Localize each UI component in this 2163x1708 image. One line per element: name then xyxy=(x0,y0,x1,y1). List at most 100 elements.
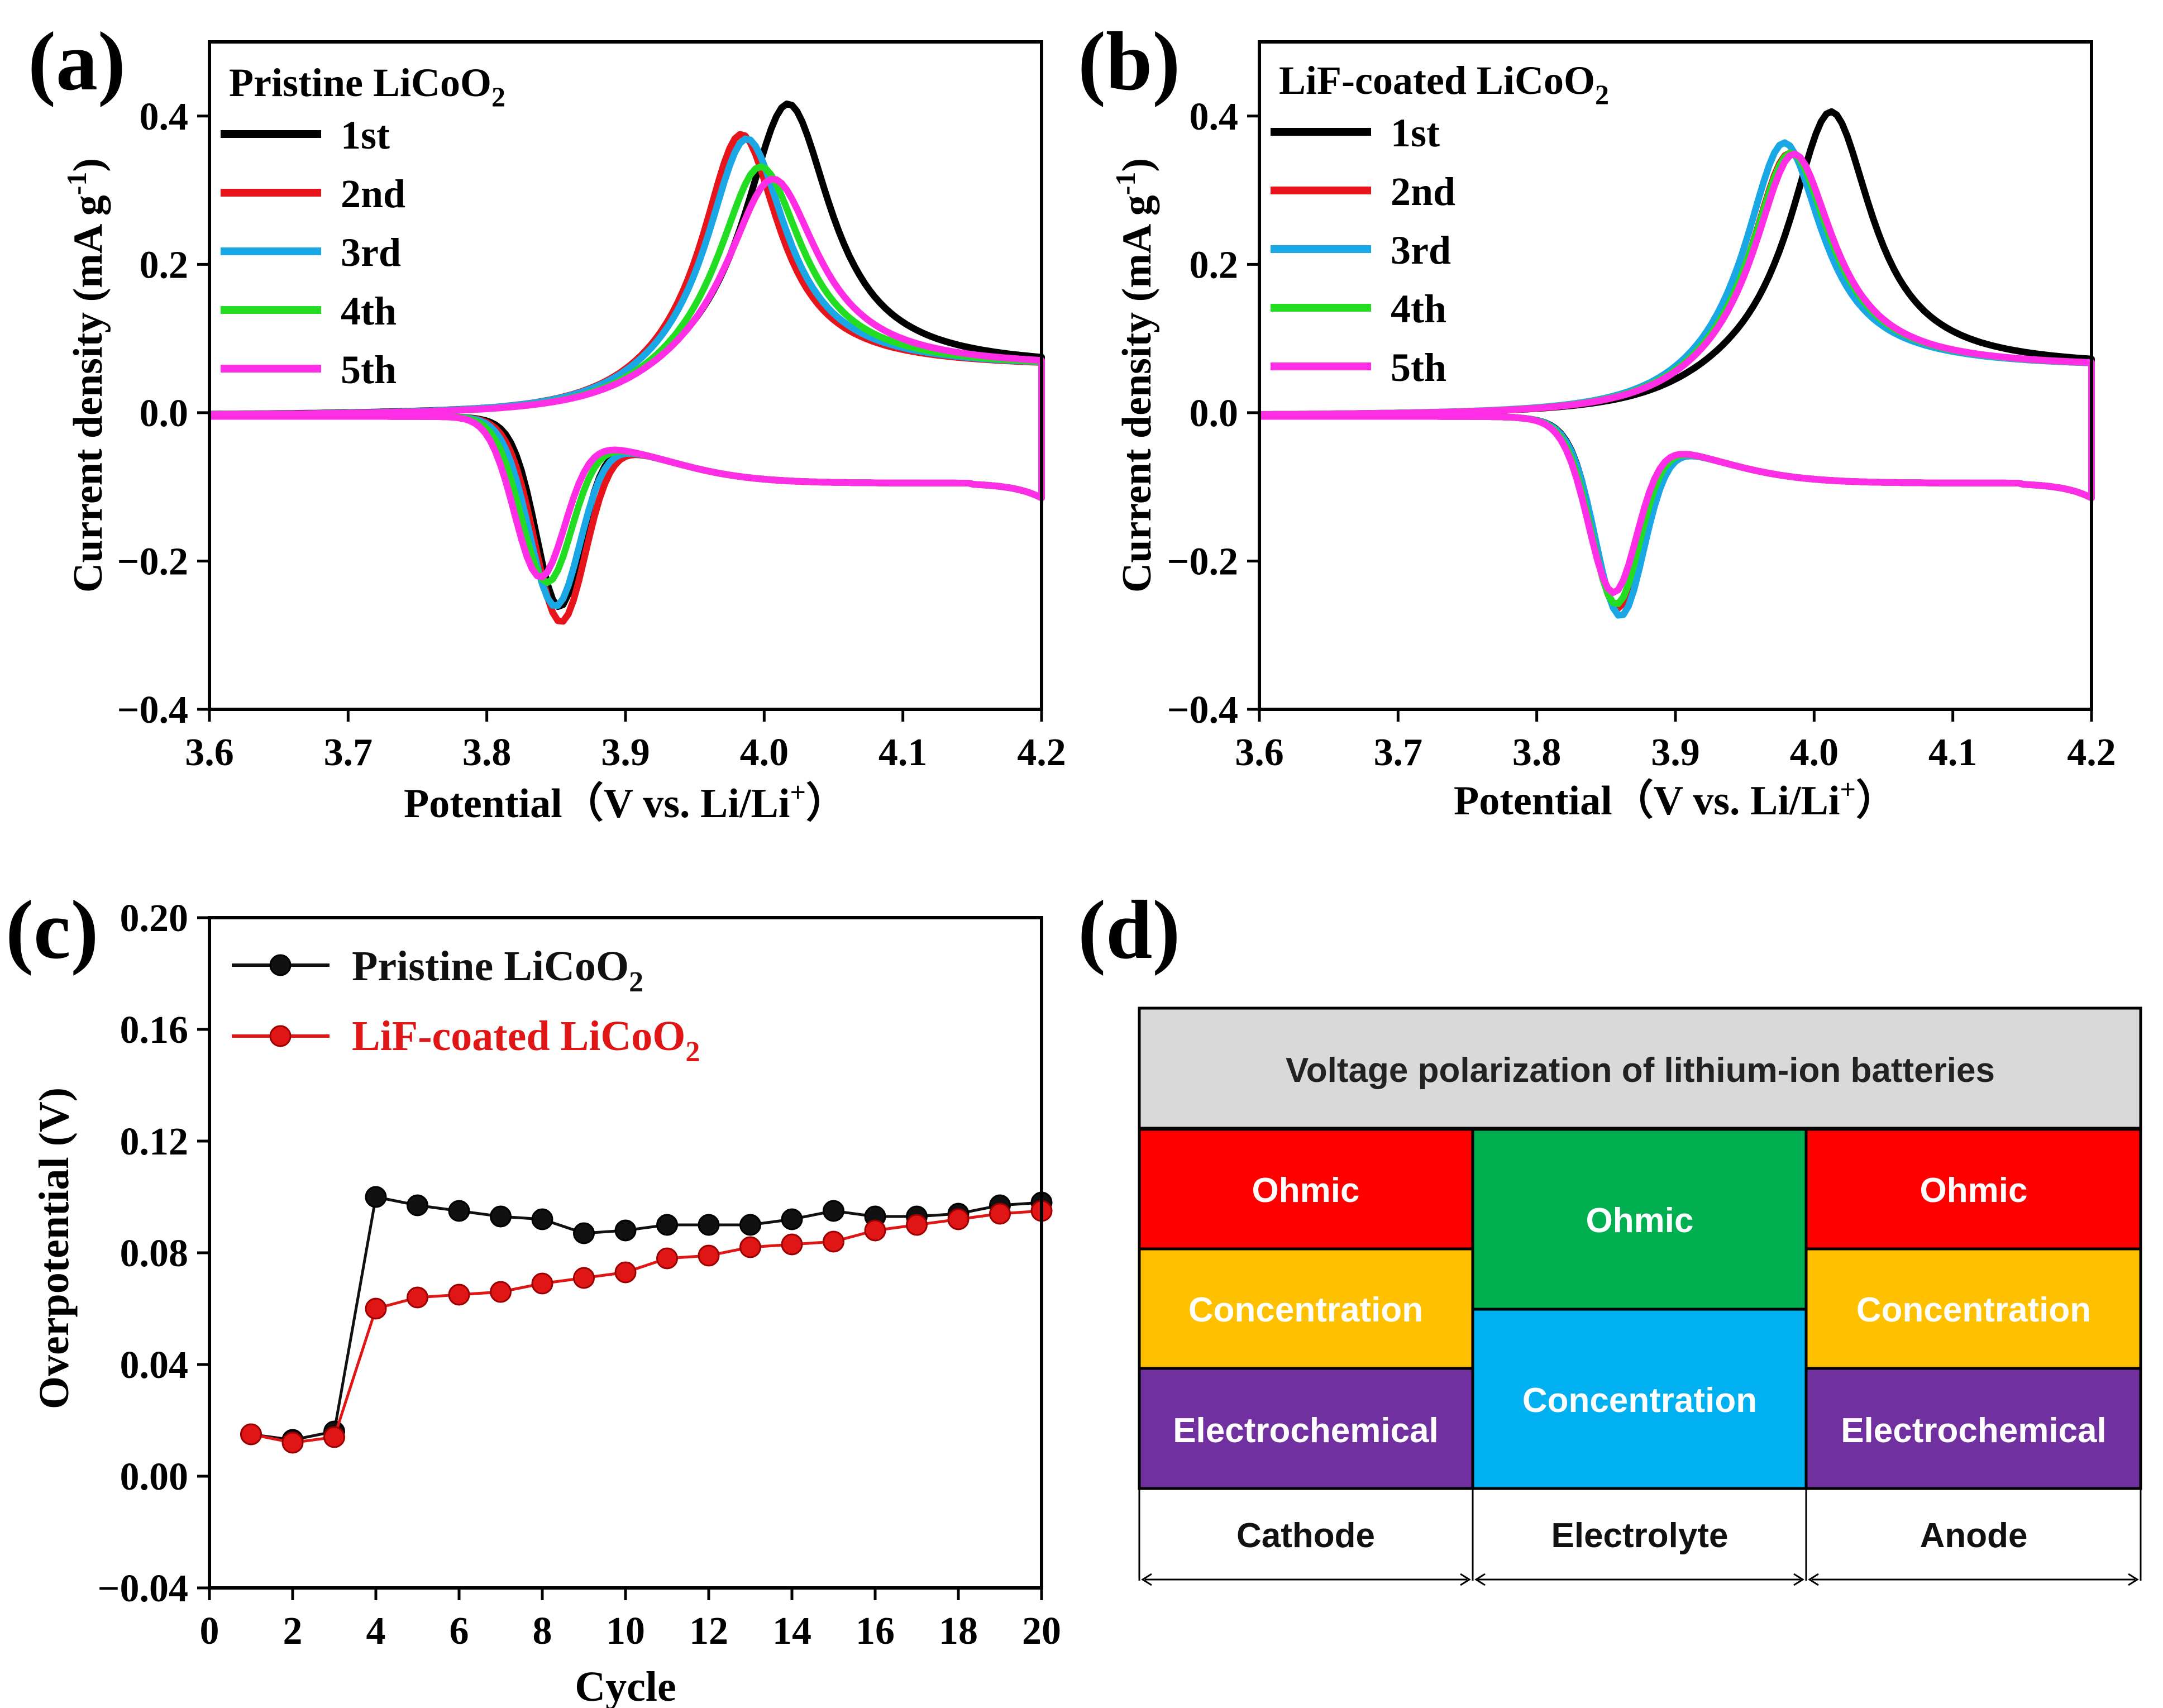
legend-label-lif: LiF-coated LiCoO2 xyxy=(352,1013,700,1068)
legend-c: Pristine LiCoO2 LiF-coated LiCoO2 xyxy=(232,943,700,1068)
column-label-electrolyte: Electrolyte xyxy=(1551,1516,1728,1555)
data-point-0-4 xyxy=(365,1186,387,1208)
legend-label-a-5th: 5th xyxy=(341,347,397,392)
data-point-1-19 xyxy=(989,1203,1011,1225)
data-point-1-13 xyxy=(739,1236,761,1258)
arrow-heads-electrolyte xyxy=(1474,1573,1804,1586)
axis-c-xtick-label: 18 xyxy=(939,1610,978,1653)
axis-c-xtick-label: 4 xyxy=(366,1610,386,1653)
data-point-0-10 xyxy=(614,1219,637,1242)
axis-c-ytick-label: 0.00 xyxy=(120,1456,189,1499)
axis-ticks-b: 3.6 3.7 3.8 3.9 4.0 4.1 4.2 −0.4 −0.2 0.0 0.2 0.4 xyxy=(1167,96,2116,774)
axis-b-xtick-label: 4.2 xyxy=(2067,731,2116,774)
y-axis-label-b: Current density (mA g-1) xyxy=(1110,158,1160,593)
electrolyte-concentration-block xyxy=(1471,1308,1808,1490)
data-point-1-12 xyxy=(698,1244,720,1267)
anode-ohmic-block xyxy=(1804,1128,2142,1251)
x-axis-label-c: Cycle xyxy=(575,1663,676,1708)
x-axis-label-b: Potential（V vs. Li/Li+） xyxy=(1454,774,1897,824)
anode-electrochemical-block xyxy=(1804,1367,2142,1490)
data-point-1-14 xyxy=(781,1233,803,1256)
overpotential-series xyxy=(240,1186,1053,1454)
anode-concentration-block xyxy=(1804,1247,2142,1370)
legend-b: 1st 2nd 3rd 4th 5th xyxy=(1271,111,1455,390)
axis-c-xtick-label: 20 xyxy=(1022,1610,1061,1653)
axis-c-ytick-label: 0.20 xyxy=(120,897,189,940)
data-point-0-6 xyxy=(448,1200,470,1222)
panel-c-label: (c) xyxy=(6,884,98,976)
axis-b-ytick-label: −0.2 xyxy=(1167,540,1238,583)
arrow-heads-cathode xyxy=(1141,1573,1471,1586)
legend-marker-pristine xyxy=(269,954,292,976)
electrolyte-ohmic-block xyxy=(1471,1128,1808,1311)
dimension-arrows xyxy=(1141,1573,2139,1586)
legend-a: 1st 2nd 3rd 4th 5th xyxy=(221,113,405,392)
axis-c-ytick-label: −0.04 xyxy=(98,1567,188,1610)
axis-a-xtick-label: 4.2 xyxy=(1017,731,1066,774)
y-axis-label-a: Current density (mA g-1) xyxy=(61,158,111,593)
column-label-anode: Anode xyxy=(1920,1516,2028,1555)
axis-a-ytick-label: 0.4 xyxy=(140,96,189,139)
axis-b-xtick-label: 3.8 xyxy=(1512,731,1562,774)
axis-ticks-c: 0 2 4 6 8 10 12 14 16 18 20 −0.04 0.00 0.04 0.08 0.12 0.… xyxy=(98,897,1061,1653)
axis-a-xtick-label: 4.0 xyxy=(740,731,789,774)
axis-b-xtick-label: 4.0 xyxy=(1790,731,1839,774)
data-point-1-16 xyxy=(864,1219,886,1242)
panel-a: (a) 3.6 3.7 3.8 3.9 4.0 4.1 4.2 −0.4 −0.2 0.0 0.2 0… xyxy=(28,15,1066,827)
polarization-title: Voltage polarization of lithium-ion batt… xyxy=(1286,1051,1995,1090)
data-point-1-8 xyxy=(531,1272,553,1295)
panel-b-label: (b) xyxy=(1078,15,1180,108)
axis-b-ytick-label: −0.4 xyxy=(1167,689,1238,732)
cathode-electrochemical-label: Electrochemical xyxy=(1173,1411,1439,1450)
axis-a-xtick-label: 4.1 xyxy=(878,731,928,774)
legend-label-b-5th: 5th xyxy=(1391,345,1446,390)
axis-c-xtick-label: 16 xyxy=(856,1610,895,1653)
anode-ohmic-label: Ohmic xyxy=(1920,1171,2028,1210)
axis-c-ytick-label: 0.04 xyxy=(120,1344,189,1387)
axis-c-xtick-label: 10 xyxy=(606,1610,645,1653)
axis-b-xtick-label: 3.6 xyxy=(1235,731,1284,774)
data-point-0-14 xyxy=(781,1208,803,1230)
data-point-0-15 xyxy=(823,1200,844,1222)
axis-ticks-a: 3.6 3.7 3.8 3.9 4.0 4.1 4.2 −0.4 −0.2 0.0 0.2 0.4 xyxy=(117,96,1066,774)
axis-b-ytick-label: 0.4 xyxy=(1190,96,1239,139)
data-point-1-10 xyxy=(614,1261,637,1284)
data-point-0-5 xyxy=(407,1194,428,1216)
data-point-0-13 xyxy=(739,1214,761,1236)
polarization-title-box xyxy=(1138,1006,2142,1130)
axis-c-ytick-label: 0.08 xyxy=(120,1232,189,1275)
data-point-1-17 xyxy=(906,1214,928,1236)
cathode-ohmic-label: Ohmic xyxy=(1252,1171,1360,1210)
axis-a-ytick-label: −0.4 xyxy=(117,689,188,732)
axis-c-xtick-label: 8 xyxy=(533,1610,552,1653)
data-point-0-7 xyxy=(490,1205,512,1228)
data-point-1-5 xyxy=(407,1286,428,1309)
legend-label-b-3rd: 3rd xyxy=(1391,228,1451,273)
panel-b: (b) 3.6 3.7 3.8 3.9 4.0 4.1 4.2 −0.4 −0.2 0.0 0.2 0… xyxy=(1078,15,2116,824)
cathode-concentration-label: Concentration xyxy=(1188,1291,1423,1329)
anode-concentration-label: Concentration xyxy=(1856,1291,2091,1329)
axis-b-xtick-label: 3.9 xyxy=(1651,731,1700,774)
legend-label-pristine: Pristine LiCoO2 xyxy=(352,943,643,998)
axis-a-xtick-label: 3.9 xyxy=(601,731,650,774)
axis-a-ytick-label: 0.0 xyxy=(140,392,189,435)
axis-c-xtick-label: 0 xyxy=(200,1610,219,1653)
data-point-0-12 xyxy=(698,1214,720,1236)
data-point-1-4 xyxy=(365,1297,387,1320)
data-point-1-18 xyxy=(947,1208,970,1230)
axis-a-xtick-label: 3.6 xyxy=(185,731,234,774)
panel-c: (c) 0 2 4 6 8 10 12 14 16 18 20 −0.04 0.00 0.04 0.08 0.… xyxy=(6,884,1061,1708)
data-point-1-2 xyxy=(281,1432,304,1454)
legend-marker-lif xyxy=(269,1025,292,1047)
legend-title-b: LiF-coated LiCoO2 xyxy=(1279,58,1609,110)
axis-b-ytick-label: 0.0 xyxy=(1190,392,1239,435)
data-point-1-9 xyxy=(573,1267,595,1289)
panel-a-label: (a) xyxy=(28,15,126,108)
cathode-ohmic-block xyxy=(1138,1128,1474,1251)
legend-label-b-2nd: 2nd xyxy=(1391,169,1455,214)
x-axis-label-a: Potential（V vs. Li/Li+） xyxy=(404,776,847,827)
panel-d-label: (d) xyxy=(1078,884,1180,976)
data-point-1-11 xyxy=(656,1247,678,1270)
legend-label-a-1st: 1st xyxy=(341,113,390,158)
